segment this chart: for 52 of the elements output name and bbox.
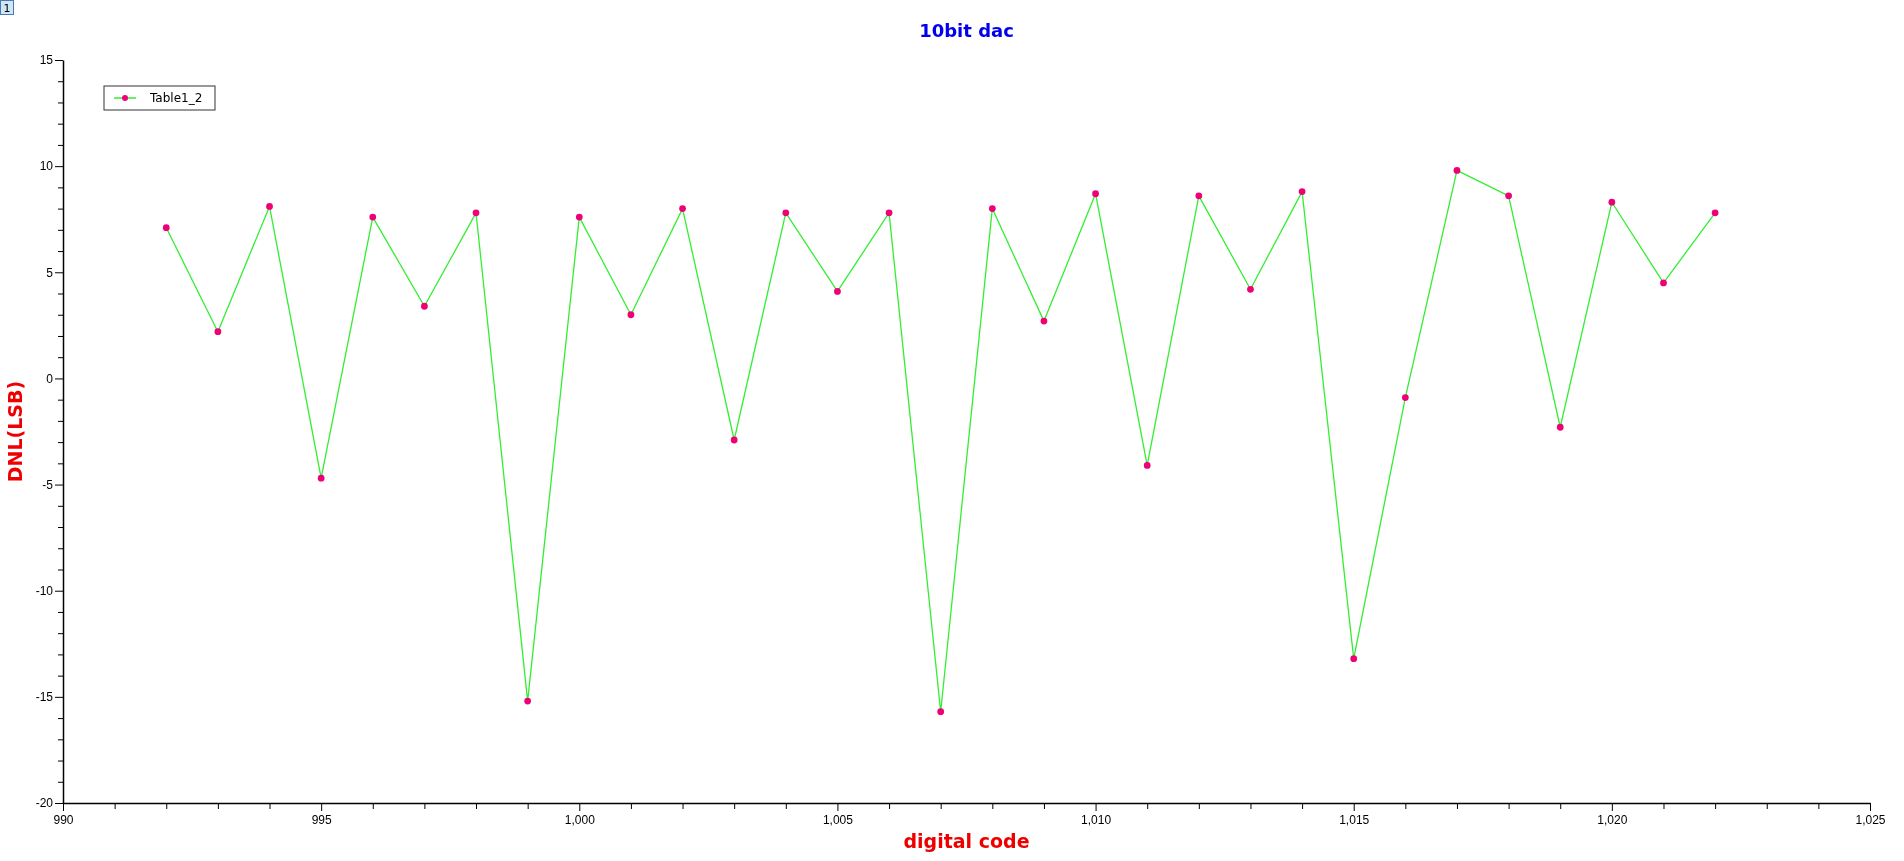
- point: [885, 209, 893, 217]
- legend-label: Table1_2: [149, 91, 203, 106]
- y-tick-label: -10: [35, 584, 54, 599]
- point: [1040, 317, 1048, 325]
- point: [214, 328, 222, 336]
- x-tick-label: 1,020: [1597, 813, 1628, 827]
- y-tick-label: -15: [35, 690, 54, 705]
- point: [1143, 462, 1151, 469]
- x-tick-label: 1,015: [1339, 813, 1370, 827]
- point: [782, 209, 790, 217]
- point: [1298, 188, 1306, 195]
- x-axis-title: digital code: [903, 830, 1030, 852]
- x-tick-label: 1,000: [564, 813, 596, 827]
- point: [1556, 423, 1564, 431]
- x-tick-label: 1,025: [1855, 813, 1886, 827]
- y-tick-label: 0: [46, 371, 54, 386]
- point: [1247, 285, 1254, 293]
- y-tick-label: 10: [39, 159, 54, 174]
- point: [1350, 655, 1358, 663]
- point: [627, 311, 635, 319]
- point: [266, 203, 273, 210]
- point: [1453, 167, 1461, 174]
- y-tick-label: 5: [46, 265, 54, 280]
- x-tick-label: 990: [53, 813, 74, 827]
- point: [421, 302, 428, 310]
- point: [988, 205, 996, 212]
- point: [575, 213, 583, 221]
- point: [1092, 190, 1099, 198]
- point: [369, 213, 377, 221]
- y-tick-label: -20: [35, 796, 54, 811]
- x-tick-label: 995: [311, 813, 332, 827]
- point: [1505, 192, 1512, 200]
- point: [937, 708, 945, 716]
- point: [162, 224, 170, 232]
- point: [834, 288, 841, 295]
- y-axis-title: DNL(LSB): [4, 380, 26, 483]
- point: [317, 474, 325, 482]
- tab-label: 1: [0, 0, 14, 15]
- point: [524, 697, 532, 705]
- y-tick-label: 15: [39, 53, 54, 68]
- point: [1195, 192, 1203, 200]
- point: [730, 436, 738, 444]
- x-tick-label: 1,010: [1081, 813, 1112, 827]
- point: [1401, 394, 1409, 401]
- y-tick-label: -5: [42, 477, 54, 492]
- x-tick-label: 1,005: [822, 813, 854, 827]
- point: [472, 209, 480, 217]
- point: [1660, 279, 1667, 287]
- point: [679, 205, 686, 212]
- chart-title: 10bit dac: [919, 20, 1014, 41]
- point: [1608, 198, 1616, 206]
- point: [1711, 209, 1719, 217]
